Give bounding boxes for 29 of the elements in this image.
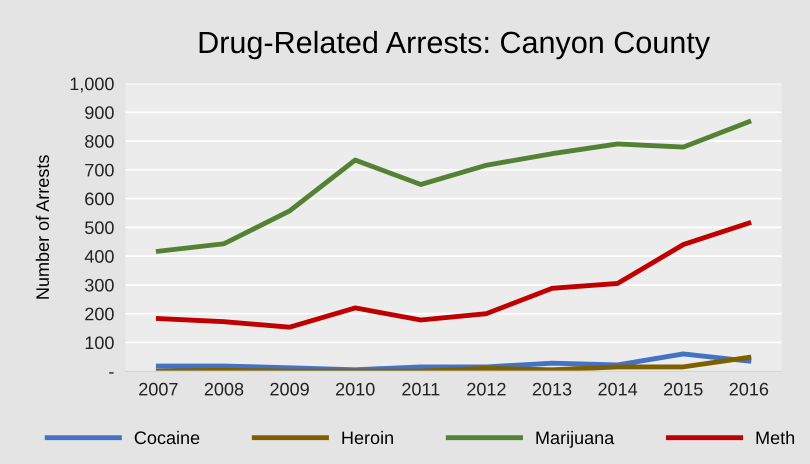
y-tick-label: 300 xyxy=(85,278,114,292)
y-tick-label: 500 xyxy=(85,221,114,234)
x-tick-label: 2014 xyxy=(598,382,638,396)
legend-label: Meth xyxy=(756,430,794,444)
y-tick-label: 200 xyxy=(85,308,114,320)
y-tick-label: 700 xyxy=(85,164,114,177)
x-tick-label: 2012 xyxy=(467,382,506,396)
y-tick-label: 100 xyxy=(86,336,114,350)
legend-label: Marijuana xyxy=(536,430,614,448)
x-tick-label: 2016 xyxy=(730,382,768,396)
x-tick-label: 2008 xyxy=(204,382,244,396)
y-tick-label: 900 xyxy=(85,106,114,120)
chart-title: Drug-Related Arrests: Canyon County xyxy=(200,30,710,60)
x-tick-label: 2007 xyxy=(139,382,178,396)
x-tick-label: 2009 xyxy=(270,382,309,396)
y-tick-label: 600 xyxy=(85,192,114,206)
y-axis-title: Number of Arrests xyxy=(36,155,50,299)
y-tick-label: - xyxy=(109,372,114,374)
line-series xyxy=(156,220,752,330)
x-tick-label: 2013 xyxy=(532,382,572,396)
legend-label: Heroin xyxy=(342,430,393,444)
y-tick-label: 1,000 xyxy=(70,77,114,92)
legend-label: Cocaine xyxy=(134,430,200,444)
x-tick-label: 2010 xyxy=(336,382,375,396)
line-series xyxy=(156,119,752,254)
y-tick-label: 400 xyxy=(84,250,114,263)
x-tick-label: 2015 xyxy=(664,382,703,396)
x-tick-label: 2011 xyxy=(402,382,440,396)
y-tick-label: 800 xyxy=(85,134,114,148)
